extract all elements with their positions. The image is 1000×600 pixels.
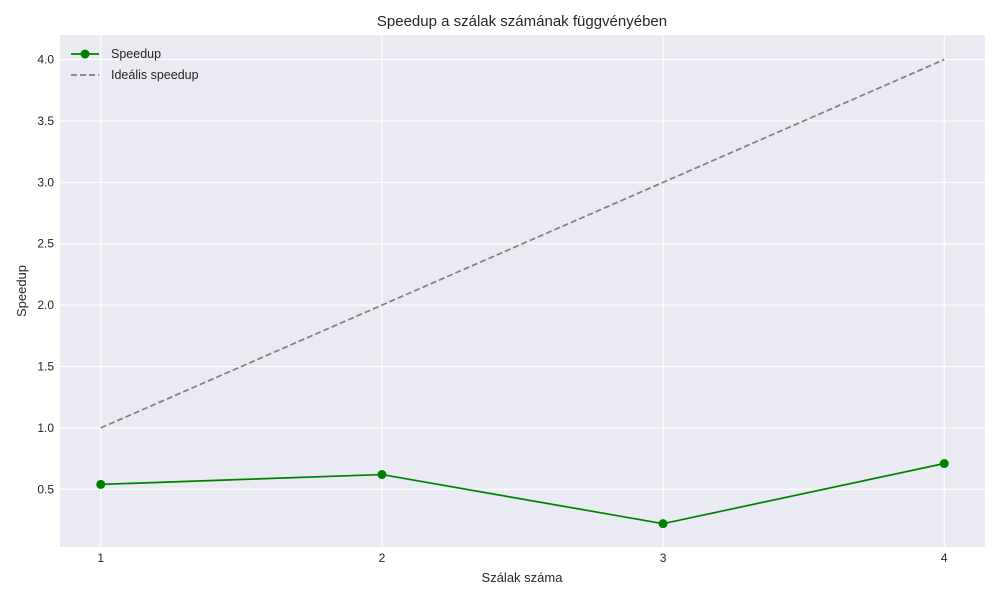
x-tick-label: 3 [660,551,667,565]
x-tick-label: 2 [379,551,386,565]
y-tick-label: 2.5 [37,237,54,251]
series-line-idealis-speedup [100,58,945,429]
legend-label-speedup: Speedup [111,47,161,61]
data-point-speedup [658,519,668,529]
y-tick-label: 2.0 [37,298,54,312]
y-tick-label: 1.0 [37,421,54,435]
y-tick-label: 0.5 [37,482,54,496]
x-tick-label: 1 [97,551,104,565]
series-line-speedup [100,462,945,525]
y-tick-label: 1.5 [37,360,54,374]
data-point-speedup [96,479,106,489]
tick-labels: 1 2 3 4 0.5 1.0 1.5 2.0 2.5 3.0 3.5 4.0 [37,53,948,565]
plot-area [60,35,985,547]
legend: Speedup Ideális speedup [71,47,199,82]
x-axis-label: Szálak száma [482,570,564,585]
y-tick-label: 4.0 [37,53,54,67]
x-tick-label: 4 [941,551,948,565]
legend-marker-speedup [80,49,90,59]
data-point-speedup [377,470,387,480]
legend-label-idealis-speedup: Ideális speedup [111,68,199,82]
chart-title: Speedup a szálak számának függvényében [377,13,667,30]
data-point-speedup [939,459,949,469]
y-tick-label: 3.5 [37,114,54,128]
series-layer [96,58,949,529]
y-axis-label: Speedup [14,265,29,317]
y-tick-label: 3.0 [37,175,54,189]
